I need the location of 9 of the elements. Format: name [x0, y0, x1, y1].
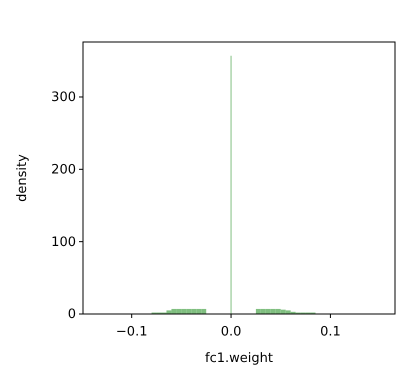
- y-tick-label: 100: [51, 234, 76, 250]
- y-tick-label: 300: [51, 90, 76, 106]
- y-tick-label: 0: [68, 307, 76, 322]
- x-axis-title: fc1.weight: [205, 351, 273, 366]
- x-tick-label: 0.0: [220, 324, 242, 340]
- x-tick-label: 0.1: [320, 324, 341, 340]
- y-axis-title: density: [15, 154, 30, 202]
- x-tick-label: −0.1: [116, 324, 148, 340]
- y-tick-label: 200: [51, 162, 76, 178]
